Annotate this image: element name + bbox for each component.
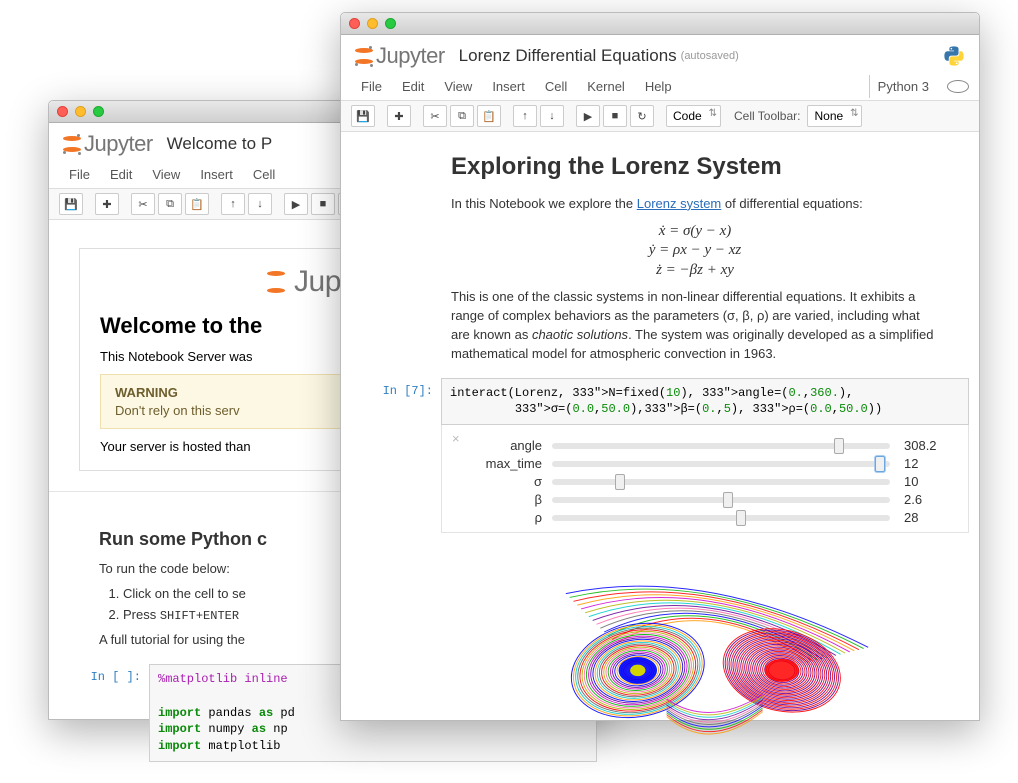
run-button[interactable]: ▶	[576, 105, 600, 127]
cell-toolbar-label: Cell Toolbar:	[734, 109, 800, 123]
cut-button[interactable]: ✂	[423, 105, 447, 127]
slider-label: ρ	[462, 510, 552, 525]
zoom-icon[interactable]	[93, 106, 104, 117]
menu-edit[interactable]: Edit	[392, 75, 434, 98]
warning-body: Don't rely on this serv	[115, 403, 240, 418]
move-up-button[interactable]: ↑	[221, 193, 245, 215]
slider-label: σ	[462, 474, 552, 489]
slider-thumb[interactable]	[723, 492, 733, 508]
menu-insert[interactable]: Insert	[190, 163, 243, 186]
cell-prompt: In [ ]:	[59, 664, 149, 762]
desc-para: This is one of the classic systems in no…	[451, 288, 939, 363]
cell-toolbar-select[interactable]: None	[807, 105, 862, 127]
move-down-button[interactable]: ↓	[540, 105, 564, 127]
close-icon[interactable]	[57, 106, 68, 117]
slider-value: 12	[904, 456, 948, 471]
celltype-select[interactable]: Code	[666, 105, 721, 127]
equations: ẋ = σ(y − x) ẏ = ρx − y − xz ż = −βz + x…	[451, 222, 939, 281]
menubar: File Edit View Insert Cell Kernel Help P…	[341, 73, 979, 101]
jupyter-logo: Jupyter	[63, 131, 153, 157]
menu-edit[interactable]: Edit	[100, 163, 142, 186]
slider-row-angle: angle 308.2	[462, 438, 948, 453]
code-cell[interactable]: In [7]: interact(Lorenz, 333">N=fixed(10…	[351, 378, 969, 772]
kernel-indicator: Python 3	[869, 75, 969, 98]
lorenz-link[interactable]: Lorenz system	[637, 196, 722, 211]
autosave-label: (autosaved)	[681, 50, 739, 62]
restart-button[interactable]: ↻	[630, 105, 654, 127]
front-window: Jupyter Lorenz Differential Equations (a…	[340, 12, 980, 721]
slider-value: 28	[904, 510, 948, 525]
slider-row-ρ: ρ 28	[462, 510, 948, 525]
logo-text: Jupyter	[84, 131, 153, 157]
add-cell-button[interactable]: ✚	[387, 105, 411, 127]
add-cell-button[interactable]: ✚	[95, 193, 119, 215]
slider-thumb[interactable]	[615, 474, 625, 490]
slider-thumb[interactable]	[736, 510, 746, 526]
cut-button[interactable]: ✂	[131, 193, 155, 215]
slider-label: β	[462, 492, 552, 507]
titlebar	[341, 13, 979, 35]
menu-insert[interactable]: Insert	[482, 75, 535, 98]
slider-track[interactable]	[552, 443, 890, 449]
header: Jupyter Lorenz Differential Equations (a…	[341, 35, 979, 73]
slider-thumb[interactable]	[834, 438, 844, 454]
slider-thumb[interactable]	[875, 456, 885, 472]
menu-kernel[interactable]: Kernel	[577, 75, 635, 98]
slider-label: angle	[462, 438, 552, 453]
save-button[interactable]: 💾	[59, 193, 83, 215]
slider-value: 2.6	[904, 492, 948, 507]
slider-value: 10	[904, 474, 948, 489]
close-widgets-icon[interactable]: ×	[452, 431, 460, 446]
intro-para: In this Notebook we explore the Lorenz s…	[451, 195, 939, 214]
zoom-icon[interactable]	[385, 18, 396, 29]
menu-view[interactable]: View	[142, 163, 190, 186]
content: Exploring the Lorenz System In this Note…	[341, 132, 979, 783]
toolbar: 💾 ✚ ✂ ⧉ 📋 ↑ ↓ ▶ ■ ↻ Code Cell Toolbar: N…	[341, 101, 979, 132]
kernel-status-icon	[947, 80, 969, 93]
slider-track[interactable]	[552, 515, 890, 521]
move-down-button[interactable]: ↓	[248, 193, 272, 215]
lorenz-plot	[441, 541, 969, 771]
slider-track[interactable]	[552, 497, 890, 503]
code-input[interactable]: interact(Lorenz, 333">N=fixed(10), 333">…	[441, 378, 969, 426]
move-up-button[interactable]: ↑	[513, 105, 537, 127]
minimize-icon[interactable]	[75, 106, 86, 117]
slider-row-β: β 2.6	[462, 492, 948, 507]
slider-row-max_time: max_time 12	[462, 456, 948, 471]
copy-button[interactable]: ⧉	[158, 193, 182, 215]
slider-row-σ: σ 10	[462, 474, 948, 489]
kernel-name: Python 3	[869, 75, 939, 98]
notebook-title[interactable]: Welcome to P	[167, 134, 273, 154]
cell-prompt: In [7]:	[351, 378, 441, 772]
paste-button[interactable]: 📋	[185, 193, 209, 215]
slider-value: 308.2	[904, 438, 948, 453]
copy-button[interactable]: ⧉	[450, 105, 474, 127]
python-icon	[943, 45, 965, 67]
widget-area: × angle 308.2 max_time 12 σ 10 β 2.6 ρ 28	[441, 425, 969, 533]
menu-file[interactable]: File	[351, 75, 392, 98]
save-button[interactable]: 💾	[351, 105, 375, 127]
close-icon[interactable]	[349, 18, 360, 29]
slider-track[interactable]	[552, 461, 890, 467]
page-title: Exploring the Lorenz System	[451, 150, 939, 185]
slider-track[interactable]	[552, 479, 890, 485]
menu-cell[interactable]: Cell	[535, 75, 577, 98]
run-button[interactable]: ▶	[284, 193, 308, 215]
menu-cell[interactable]: Cell	[243, 163, 285, 186]
jupyter-logo: Jupyter	[355, 43, 445, 69]
menu-help[interactable]: Help	[635, 75, 682, 98]
notebook-title[interactable]: Lorenz Differential Equations	[459, 46, 677, 66]
menu-view[interactable]: View	[434, 75, 482, 98]
paste-button[interactable]: 📋	[477, 105, 501, 127]
slider-label: max_time	[462, 456, 552, 471]
minimize-icon[interactable]	[367, 18, 378, 29]
stop-button[interactable]: ■	[311, 193, 335, 215]
stop-button[interactable]: ■	[603, 105, 627, 127]
menu-file[interactable]: File	[59, 163, 100, 186]
